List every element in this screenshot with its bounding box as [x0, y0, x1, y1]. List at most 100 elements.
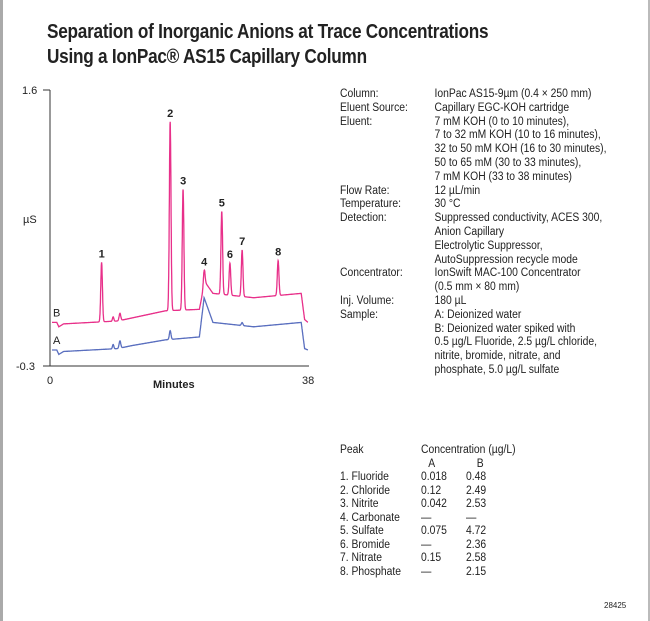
condition-row: 7 mM KOH (33 to 38 minutes) — [340, 171, 606, 185]
y-axis-label: µS — [23, 214, 37, 226]
title-line-1: Separation of Inorganic Anions at Trace … — [47, 21, 489, 43]
condition-row: Concentrator: IonSwift MAC-100 Concentrat… — [340, 267, 606, 281]
trace-a — [52, 295, 309, 356]
peak-name: 2. Chloride — [340, 484, 391, 497]
conc-b: 2.15 — [466, 565, 487, 578]
condition-value: 50 to 65 mM (30 to 33 minutes), — [434, 156, 582, 169]
y-tick-label-bottom: -0.3 — [16, 361, 35, 373]
peak-header: Peak — [340, 444, 364, 456]
condition-label: Column: — [340, 88, 379, 100]
conc-b: 4.72 — [466, 525, 487, 537]
condition-row: Anion Capillary — [340, 226, 606, 240]
condition-label: Inj. Volume: — [340, 294, 395, 307]
conc-a: — — [421, 538, 432, 551]
condition-label: Eluent: — [340, 115, 373, 128]
figure-code: 28425 — [604, 601, 627, 610]
conc-b: — — [466, 511, 477, 524]
conc-b: 2.36 — [466, 538, 487, 551]
condition-label: Concentrator: — [340, 267, 403, 280]
table-row: 5. Sulfate 0.075 4.72 — [340, 525, 522, 539]
peak-table: Peak Concentration (µg/L) A B 1. Fluoride 0… — [340, 444, 522, 579]
conc-a: 0.018 — [421, 471, 447, 483]
condition-value: 7 mM KOH (0 to 10 minutes), — [434, 115, 570, 128]
condition-value: 7 mM KOH (33 to 38 minutes) — [434, 170, 572, 183]
chromatogram: 1.6 -0.3 0 38 Minutes µS B 1 2 3 4 5 67 8 A — [16, 85, 314, 391]
condition-label — [340, 323, 435, 337]
condition-row: nitrite, bromide, nitrate, and — [340, 350, 606, 364]
peak-name: 4. Carbonate — [340, 511, 400, 524]
condition-row: Temperature: 30 °C — [340, 198, 606, 212]
peak-name: 1. Fluoride — [340, 471, 389, 483]
peak-name: 7. Nitrate — [340, 552, 383, 564]
condition-label — [340, 226, 435, 240]
table-row: 7. Nitrate 0.15 2.58 — [340, 552, 522, 566]
table-row: 2. Chloride 0.12 2.49 — [340, 485, 522, 499]
condition-row: Eluent Source: Capillary EGC-KOH cartridg… — [340, 102, 606, 116]
conc-b: 2.49 — [466, 484, 487, 497]
conc-a: — — [421, 511, 432, 524]
table-row: 3. Nitrite 0.042 2.53 — [340, 498, 522, 512]
peak-label: 8 — [275, 247, 281, 259]
table-row: 1. Fluoride 0.018 0.48 — [340, 471, 522, 485]
trace-label: A — [53, 335, 61, 347]
condition-label: Sample: — [340, 308, 378, 321]
condition-value: IonSwift MAC-100 Concentrator — [434, 267, 581, 280]
conc-a: 0.15 — [421, 552, 442, 564]
condition-label — [340, 364, 435, 378]
condition-row: 7 to 32 mM KOH (10 to 16 minutes), — [340, 129, 606, 143]
peak-label: 6 — [227, 249, 233, 261]
condition-row: Eluent: 7 mM KOH (0 to 10 minutes), — [340, 116, 606, 130]
condition-label — [340, 336, 435, 350]
peak-label: 7 — [239, 236, 245, 248]
condition-label: Temperature: — [340, 198, 401, 211]
x-tick-label-start: 0 — [47, 375, 53, 387]
condition-row: 0.5 µg/L Fluoride, 2.5 µg/L chloride, — [340, 336, 606, 350]
peak-name: 8. Phosphate — [340, 565, 402, 578]
condition-row: 32 to 50 mM KOH (16 to 30 minutes), — [340, 143, 607, 157]
condition-value: Electrolytic Suppressor, — [434, 239, 543, 252]
conc-a: 0.042 — [421, 498, 447, 510]
condition-value: Capillary EGC-KOH cartridge — [434, 101, 570, 114]
condition-value: nitrite, bromide, nitrate, and — [434, 350, 561, 363]
x-tick-label-end: 38 — [302, 375, 314, 387]
condition-value: 30 °C — [434, 198, 461, 211]
y-tick-label-top: 1.6 — [22, 85, 37, 97]
x-axis-label: Minutes — [153, 379, 195, 391]
conditions-list: Column: IonPac AS15-9µm (0.4 × 250 mm) Elu… — [340, 88, 606, 378]
conc-a: 0.12 — [421, 484, 442, 497]
conc-a: 0.075 — [421, 525, 447, 537]
title-line-2: Using a IonPac® AS15 Capillary Column — [47, 46, 367, 68]
figure-title: Separation of Inorganic Anions at Trace … — [47, 20, 489, 70]
condition-label: Detection: — [340, 212, 387, 225]
concentration-header: Concentration (µg/L) — [421, 444, 516, 456]
condition-label — [340, 157, 435, 171]
condition-value: phosphate, 5.0 µg/L sulfate — [434, 363, 560, 376]
condition-row: Inj. Volume: 180 µL — [340, 295, 606, 309]
condition-row: Detection: Suppressed conductivity, ACES … — [340, 212, 606, 226]
condition-row: phosphate, 5.0 µg/L sulfate — [340, 364, 606, 378]
peak-name: 3. Nitrite — [340, 498, 379, 510]
conc-b: 2.58 — [466, 552, 487, 564]
condition-row: B: Deionized water spiked with — [340, 323, 606, 337]
condition-value: 12 µL/min — [434, 184, 481, 197]
peak-label: 1 — [99, 248, 105, 260]
condition-value: 7 to 32 mM KOH (10 to 16 minutes), — [434, 129, 601, 142]
peak-label: 4 — [201, 257, 208, 269]
col-b-header: B — [476, 457, 484, 470]
condition-row: 50 to 65 mM (30 to 33 minutes), — [340, 157, 606, 171]
condition-value: IonPac AS15-9µm (0.4 × 250 mm) — [434, 88, 592, 100]
condition-label: Eluent Source: — [340, 101, 408, 114]
condition-row: AutoSuppression recycle mode — [340, 254, 606, 268]
condition-value: 180 µL — [434, 294, 467, 307]
condition-row: Column: IonPac AS15-9µm (0.4 × 250 mm) — [340, 88, 606, 102]
condition-label — [340, 254, 435, 268]
condition-row: Flow Rate: 12 µL/min — [340, 185, 606, 199]
peak-name: 5. Sulfate — [340, 525, 384, 537]
condition-value: Anion Capillary — [434, 225, 505, 238]
condition-label — [340, 143, 435, 157]
peak-label: 3 — [180, 175, 186, 187]
table-row: 8. Phosphate — 2.15 — [340, 566, 522, 580]
peak-label: 5 — [219, 198, 225, 210]
table-row: 6. Bromide — 2.36 — [340, 539, 522, 553]
